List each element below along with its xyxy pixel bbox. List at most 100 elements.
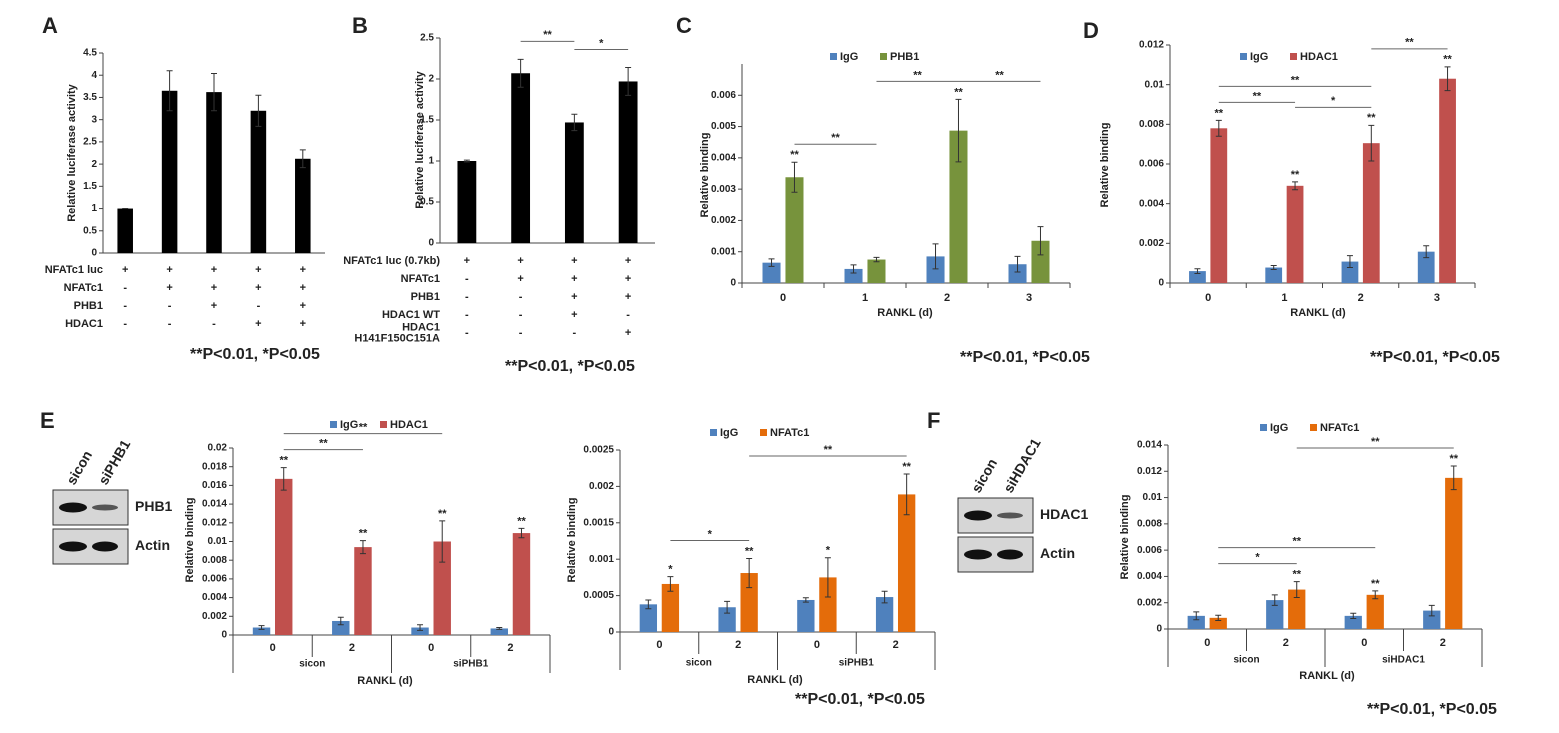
condition-sign: +	[517, 273, 523, 285]
condition-label: H141F150C151A	[354, 332, 440, 344]
x-axis-label: RANKL (d)	[357, 675, 413, 687]
blot-band	[964, 510, 992, 521]
error-bar	[211, 72, 217, 112]
p-value-note: **P<0.01, *P<0.05	[190, 346, 320, 363]
blot-band	[59, 541, 87, 552]
y-tick-label: 2	[91, 159, 97, 170]
bracket-label: **	[831, 132, 840, 144]
condition-sign: +	[211, 300, 217, 312]
y-tick-label: 2.5	[420, 33, 434, 44]
group-label: sicon	[1233, 655, 1259, 666]
y-tick-label: 2.5	[83, 137, 97, 148]
error-bar	[517, 58, 524, 88]
group-label: sicon	[686, 658, 712, 669]
y-tick-label: 4.5	[83, 48, 97, 59]
y-axis-label: Relative binding	[699, 133, 711, 218]
y-tick-label: 0.0015	[583, 517, 614, 528]
panel-letter: A	[42, 13, 58, 38]
y-tick-label: 0	[91, 248, 97, 259]
condition-sign: -	[465, 291, 469, 303]
error-bar	[359, 540, 366, 555]
error-bar	[439, 520, 446, 563]
y-tick-label: 0.5	[420, 197, 434, 208]
x-tick-label: 0	[780, 292, 786, 304]
group-label: siPHB1	[839, 658, 874, 669]
lane-label: siPHB1	[95, 437, 133, 488]
error-bar	[1346, 255, 1353, 269]
bar	[875, 597, 894, 632]
legend-label: IgG	[840, 51, 858, 63]
y-tick-label: 3.5	[83, 92, 97, 103]
x-tick-label: 0	[270, 642, 276, 654]
significance-star: **	[790, 149, 799, 161]
error-bar	[746, 557, 753, 589]
error-bar	[255, 94, 262, 127]
group-label: siHDAC1	[1382, 655, 1425, 666]
bar	[1423, 610, 1441, 629]
condition-sign: +	[571, 273, 577, 285]
y-tick-label: 0.002	[711, 215, 736, 226]
y-tick-label: 0.0005	[583, 590, 614, 601]
band-label: HDAC1	[1040, 506, 1088, 522]
legend-swatch	[330, 421, 337, 428]
x-tick-label: 0	[1204, 637, 1210, 649]
y-axis-label: Relative luciferase activity	[414, 70, 426, 208]
condition-sign: +	[211, 264, 217, 276]
x-tick-label: 2	[1358, 292, 1364, 304]
condition-label: PHB1	[411, 291, 440, 303]
legend-swatch	[710, 429, 717, 436]
error-bar	[166, 70, 173, 112]
error-bar	[955, 98, 962, 163]
bar	[275, 478, 293, 635]
legend-label: IgG	[1250, 51, 1268, 63]
bar	[295, 158, 311, 253]
legend-swatch	[760, 429, 767, 436]
condition-sign: +	[571, 309, 577, 321]
legend-swatch	[380, 421, 387, 428]
y-tick-label: 0	[730, 278, 736, 289]
y-tick-label: 3	[91, 114, 97, 125]
legend-swatch	[1290, 53, 1297, 60]
bracket-label: *	[1331, 95, 1336, 107]
bar	[1366, 594, 1384, 629]
y-tick-label: 0.006	[1137, 545, 1162, 556]
condition-sign: -	[519, 309, 523, 321]
error-bar	[1423, 245, 1430, 259]
bar	[1265, 267, 1283, 283]
significance-star: **	[902, 461, 911, 473]
condition-sign: +	[625, 327, 631, 339]
y-tick-label: 0.001	[589, 554, 614, 565]
significance-star: **	[517, 515, 526, 527]
legend-label: NFATc1	[1320, 422, 1359, 434]
condition-label: NFATc1 luc (0.7kb)	[343, 255, 440, 267]
y-tick-label: 1	[428, 156, 434, 167]
y-tick-label: 0.004	[202, 592, 227, 603]
x-tick-label: 3	[1434, 292, 1440, 304]
bar	[354, 547, 372, 635]
bracket-label: **	[1253, 90, 1262, 102]
error-bar	[667, 576, 674, 592]
x-tick-label: 2	[893, 639, 899, 651]
legend-label: HDAC1	[390, 419, 428, 431]
p-value-note: **P<0.01, *P<0.05	[795, 691, 925, 708]
significance-star: **	[954, 86, 963, 98]
condition-sign: +	[211, 282, 217, 294]
x-tick-label: 2	[1283, 637, 1289, 649]
y-tick-label: 1.5	[83, 181, 97, 192]
y-tick-label: 0.002	[202, 611, 227, 622]
y-tick-label: 0.01	[208, 536, 228, 547]
legend-label: IgG	[720, 427, 738, 439]
p-value-note: **P<0.01, *P<0.05	[1367, 701, 1497, 718]
bar	[639, 604, 658, 632]
x-tick-label: 2	[1440, 637, 1446, 649]
legend-swatch	[1310, 424, 1317, 431]
condition-sign: -	[519, 327, 523, 339]
significance-star: *	[668, 564, 673, 576]
bracket-label: **	[1291, 74, 1300, 86]
x-tick-label: 0	[1205, 292, 1211, 304]
error-bar	[1293, 581, 1300, 598]
legend-label: IgG	[1270, 422, 1288, 434]
panel-letter: F	[927, 408, 940, 433]
significance-star: **	[1443, 54, 1452, 66]
condition-label: HDAC1	[65, 318, 103, 330]
